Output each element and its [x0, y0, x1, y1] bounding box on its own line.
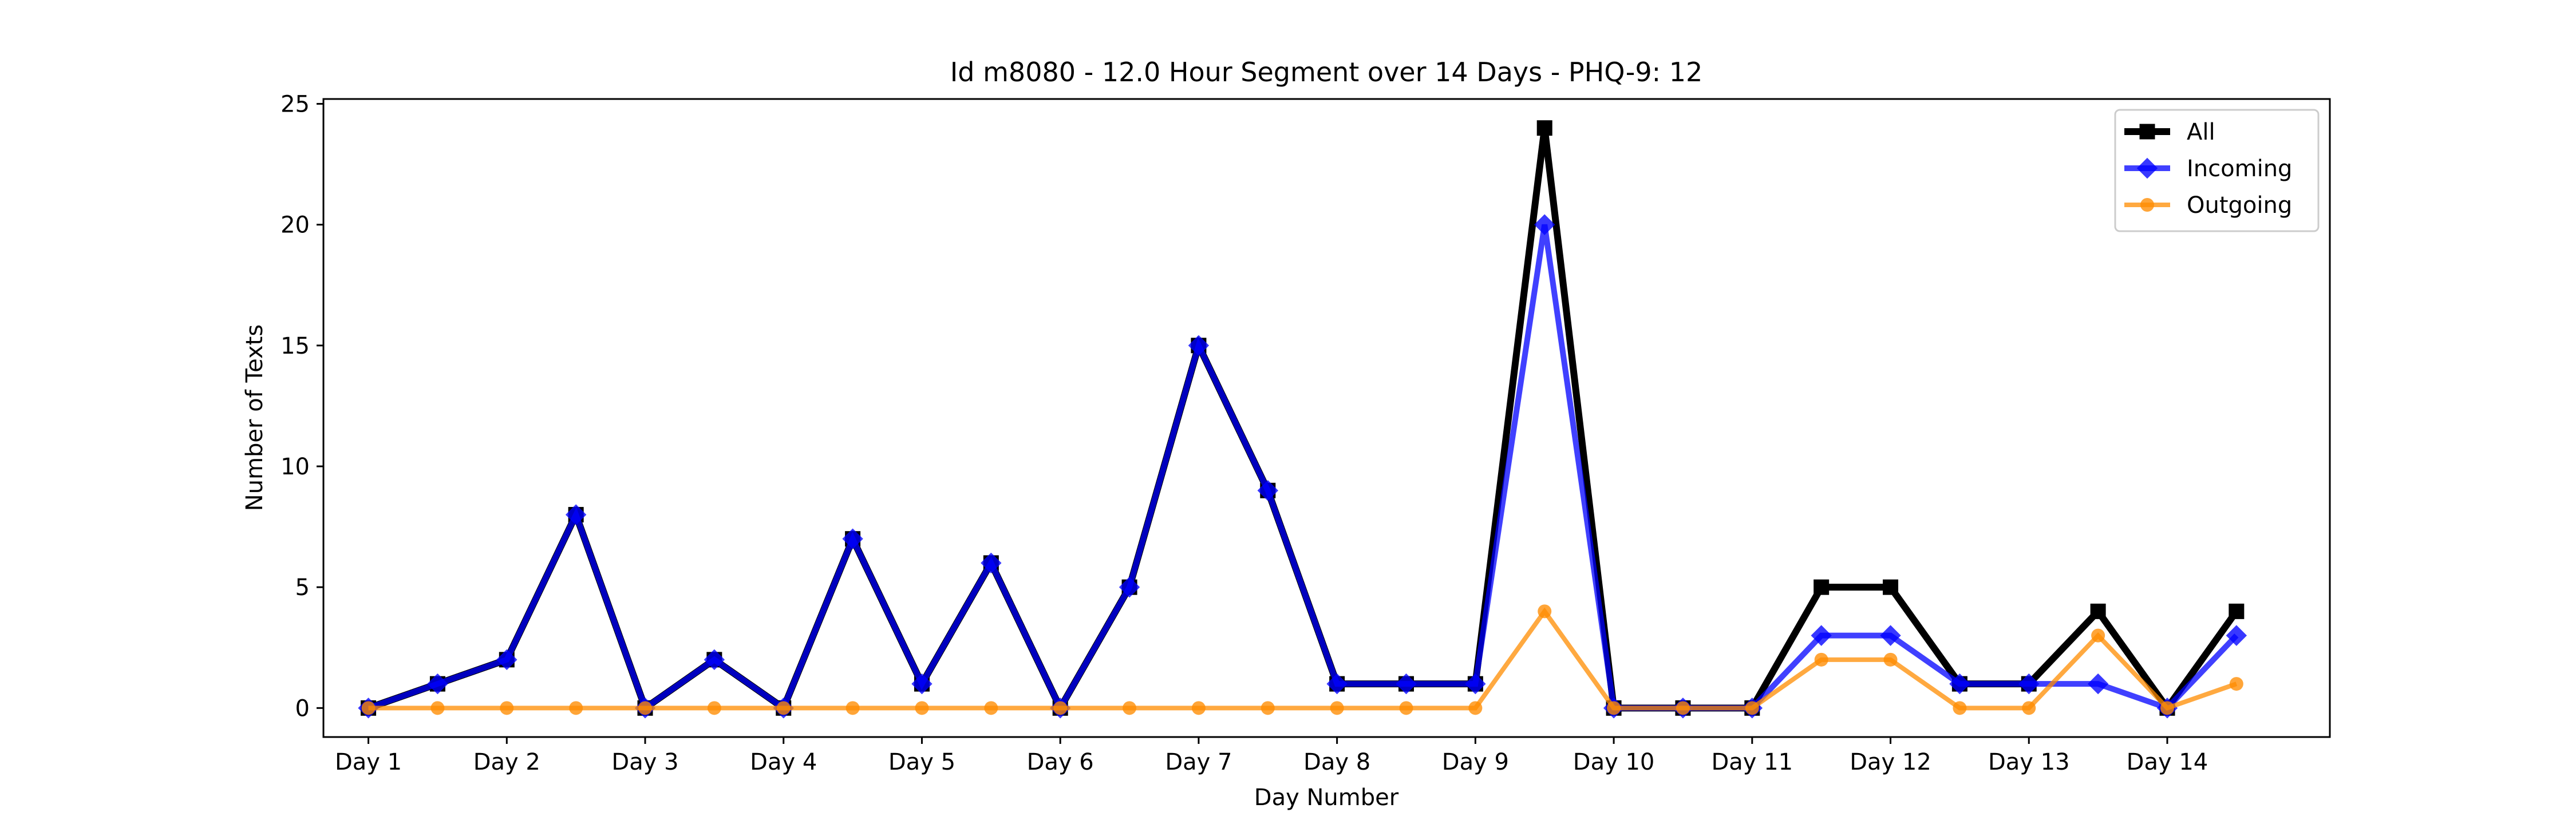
series-line-outgoing [368, 607, 2238, 711]
x-tick-label: Day 6 [1027, 749, 1094, 775]
y-tick-label: 10 [280, 454, 310, 480]
x-tick-label: Day 4 [750, 749, 817, 775]
data-point-incoming [1188, 335, 1210, 356]
legend-item-all: All [2124, 119, 2215, 145]
x-tick-label: Day 5 [888, 749, 955, 775]
data-point-outgoing [2022, 701, 2036, 715]
data-point-outgoing [915, 701, 929, 715]
x-axis-label: Day Number [1254, 785, 1399, 811]
legend-box [2114, 109, 2320, 232]
data-point-incoming [911, 673, 933, 695]
plot-area [322, 98, 2331, 738]
data-point-outgoing [500, 701, 514, 715]
x-tick-label: Day 11 [1711, 749, 1793, 775]
data-point-incoming [1119, 576, 1140, 598]
legend-item-incoming: Incoming [2124, 156, 2292, 182]
data-point-all [1536, 120, 1552, 136]
data-point-all [2229, 603, 2245, 619]
data-point-outgoing [846, 701, 860, 715]
data-point-incoming [496, 649, 517, 671]
data-point-outgoing [569, 701, 583, 715]
data-point-incoming [842, 528, 863, 549]
data-point-outgoing [1814, 652, 1828, 667]
data-point-outgoing [1883, 652, 1898, 667]
y-tick-label: 15 [280, 333, 310, 359]
y-tick-label: 0 [295, 695, 310, 722]
data-point-outgoing [2160, 701, 2174, 715]
data-point-outgoing [1330, 701, 1344, 715]
data-point-outgoing [1261, 701, 1275, 715]
data-point-incoming [1534, 214, 1555, 235]
data-point-incoming [2018, 673, 2040, 695]
legend-item-outgoing: Outgoing [2124, 192, 2292, 219]
data-point-outgoing [361, 701, 376, 715]
legend-label: Outgoing [2187, 192, 2292, 219]
data-point-outgoing [1538, 604, 1552, 619]
y-axis-label: Number of Texts [242, 324, 268, 511]
x-tick-label: Day 7 [1165, 749, 1232, 775]
x-tick-label: Day 14 [2127, 749, 2208, 775]
data-point-incoming [427, 673, 448, 695]
data-point-incoming [1465, 673, 1486, 695]
legend-marker [2136, 157, 2158, 179]
data-point-outgoing [707, 701, 721, 715]
data-point-incoming [1949, 673, 1970, 695]
legend: All Incoming Outgoing [2114, 109, 2320, 232]
data-point-incoming [2226, 625, 2247, 646]
legend-label: All [2187, 119, 2215, 145]
series-lines [358, 120, 2247, 719]
data-point-incoming [981, 552, 1002, 574]
y-tick-label: 5 [295, 575, 310, 601]
x-tick-label: Day 3 [611, 749, 678, 775]
legend-label: Incoming [2187, 156, 2292, 182]
data-point-outgoing [1745, 701, 1759, 715]
data-point-incoming [704, 649, 725, 671]
data-point-outgoing [1607, 701, 1621, 715]
axes: Day 1 Day 2 Day 3 Day 4 Day 5 Day 6 Day 7 Day 8… [280, 91, 2208, 775]
data-point-incoming [1880, 625, 1901, 646]
data-point-outgoing [1399, 701, 1413, 715]
data-point-incoming [1396, 673, 1417, 695]
data-point-outgoing [1053, 701, 1068, 715]
data-point-incoming [1811, 625, 1832, 646]
data-point-outgoing [1191, 701, 1206, 715]
y-tick-label: 25 [280, 91, 310, 117]
data-point-all [1883, 579, 1899, 595]
data-point-incoming [565, 504, 587, 525]
data-point-outgoing [984, 701, 998, 715]
x-tick-label: Day 10 [1573, 749, 1655, 775]
data-point-outgoing [2229, 677, 2243, 691]
x-tick-label: Day 9 [1442, 749, 1509, 775]
data-point-outgoing [1953, 701, 1967, 715]
x-tick-label: Day 8 [1303, 749, 1370, 775]
data-point-outgoing [2091, 628, 2105, 643]
data-point-outgoing [776, 701, 791, 715]
x-tick-label: Day 12 [1850, 749, 1931, 775]
x-tick-label: Day 1 [335, 749, 402, 775]
data-point-outgoing [1468, 701, 1483, 715]
data-point-incoming [1326, 673, 1348, 695]
data-point-outgoing [430, 701, 445, 715]
series-line-incoming [367, 224, 2239, 715]
legend-marker [2139, 124, 2155, 140]
data-point-outgoing [638, 701, 653, 715]
data-point-outgoing [1676, 701, 1690, 715]
x-tick-label: Day 2 [473, 749, 540, 775]
data-point-all [2090, 603, 2106, 619]
series-outgoing [361, 604, 2243, 715]
x-tick-label: Day 13 [1988, 749, 2070, 775]
y-tick-label: 20 [280, 212, 310, 239]
legend-marker [2140, 198, 2154, 212]
data-point-outgoing [1123, 701, 1137, 715]
data-point-incoming [1257, 480, 1278, 501]
data-point-all [1814, 579, 1830, 595]
data-point-incoming [2087, 673, 2109, 695]
chart-title: Id m8080 - 12.0 Hour Segment over 14 Day… [950, 57, 1703, 88]
